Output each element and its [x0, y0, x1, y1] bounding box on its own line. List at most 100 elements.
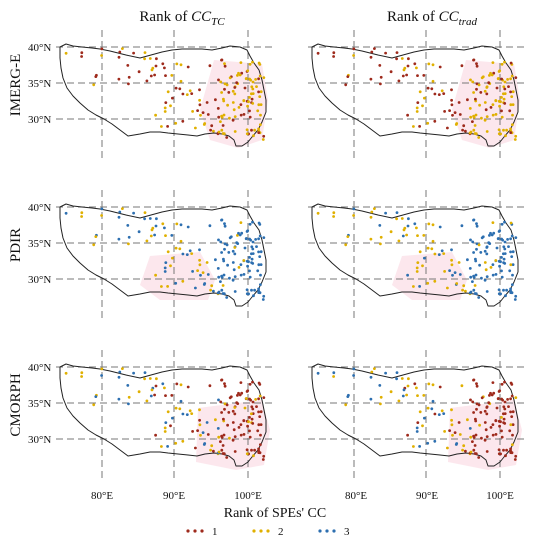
station-rank-1: [503, 407, 507, 411]
station-rank-3: [466, 258, 469, 262]
station-rank-3: [201, 431, 205, 434]
station-rank-3: [509, 291, 513, 294]
station-rank-3: [442, 412, 446, 415]
station-rank-1: [174, 86, 178, 90]
station-rank-1: [239, 423, 243, 426]
station-rank-1: [433, 92, 437, 96]
station-rank-3: [418, 285, 421, 288]
station-rank-2: [506, 78, 509, 81]
station-rank-3: [332, 371, 336, 375]
station-rank-2: [421, 264, 424, 268]
station-rank-1: [259, 423, 263, 426]
station-rank-3: [233, 252, 237, 256]
station-rank-3: [243, 246, 247, 250]
station-rank-1: [502, 412, 505, 416]
station-rank-2: [500, 62, 504, 66]
station-rank-2: [214, 418, 217, 422]
station-rank-1: [491, 423, 495, 426]
station-rank-2: [188, 89, 192, 93]
station-rank-2: [346, 235, 350, 238]
station-rank-2: [201, 271, 205, 274]
station-rank-1: [250, 405, 254, 409]
station-rank-3: [226, 263, 230, 267]
station-rank-2: [179, 383, 183, 387]
station-rank-3: [423, 256, 426, 260]
station-rank-1: [495, 86, 499, 90]
station-rank-1: [257, 90, 260, 94]
station-rank-1: [475, 402, 479, 406]
station-rank-3: [228, 236, 232, 240]
station-rank-1: [198, 88, 201, 92]
station-rank-1: [458, 113, 462, 116]
station-rank-1: [210, 124, 214, 128]
station-rank-1: [169, 424, 172, 428]
station-rank-3: [239, 273, 243, 277]
station-rank-2: [505, 128, 508, 132]
station-rank-1: [379, 75, 383, 79]
station-rank-2: [498, 69, 502, 73]
station-rank-3: [262, 236, 266, 239]
station-rank-2: [233, 246, 237, 249]
station-rank-3: [511, 273, 514, 277]
station-rank-1: [352, 47, 356, 51]
station-rank-1: [190, 92, 194, 95]
station-rank-2: [150, 388, 154, 392]
station-rank-1: [170, 394, 174, 397]
station-rank-1: [94, 75, 98, 78]
station-rank-1: [479, 411, 483, 414]
station-rank-1: [503, 400, 507, 404]
station-rank-2: [480, 76, 484, 80]
station-rank-1: [484, 108, 488, 112]
station-rank-2: [92, 83, 96, 87]
station-rank-3: [460, 224, 464, 228]
station-rank-3: [166, 445, 170, 448]
station-rank-2: [255, 85, 258, 88]
station-rank-2: [458, 433, 462, 436]
station-rank-3: [406, 273, 409, 277]
station-rank-1: [232, 428, 236, 432]
station-rank-2: [231, 89, 235, 93]
station-rank-2: [251, 102, 255, 105]
station-rank-1: [511, 410, 515, 414]
station-rank-1: [464, 129, 467, 133]
station-rank-2: [489, 71, 492, 75]
station-rank-2: [416, 261, 420, 264]
station-rank-1: [262, 134, 266, 138]
station-rank-3: [472, 288, 476, 292]
station-rank-1: [259, 443, 262, 446]
station-rank-1: [448, 429, 451, 432]
station-rank-2: [223, 82, 227, 86]
station-rank-2: [217, 130, 221, 134]
station-rank-2: [80, 371, 84, 375]
lon-ticks-right: 80°E 90°E 100°E: [345, 490, 514, 502]
station-rank-3: [251, 247, 255, 251]
station-rank-1: [500, 77, 503, 81]
station-rank-1: [242, 433, 246, 436]
station-rank-1: [485, 92, 489, 96]
station-rank-1: [498, 424, 501, 428]
station-rank-1: [491, 381, 495, 384]
station-rank-1: [257, 77, 260, 81]
station-rank-3: [245, 288, 249, 292]
station-rank-1: [503, 380, 506, 384]
station-rank-1: [416, 101, 420, 104]
station-rank-2: [316, 211, 320, 215]
station-rank-3: [469, 290, 473, 294]
station-rank-1: [258, 415, 262, 418]
lat-ticks-row-2: 40°N 35°N 30°N: [28, 202, 51, 286]
station-rank-2: [261, 138, 265, 141]
station-rank-1: [379, 82, 382, 86]
station-rank-2: [171, 256, 174, 260]
station-rank-1: [154, 433, 158, 437]
station-rank-2: [415, 226, 418, 230]
station-rank-2: [446, 286, 449, 290]
station-rank-2: [198, 98, 202, 102]
station-rank-1: [475, 382, 478, 385]
station-rank-2: [450, 263, 454, 267]
station-rank-1: [316, 51, 320, 55]
station-rank-1: [206, 433, 210, 436]
station-rank-1: [186, 65, 190, 69]
station-rank-2: [422, 234, 426, 237]
station-rank-1: [206, 113, 210, 116]
station-rank-3: [149, 394, 153, 398]
